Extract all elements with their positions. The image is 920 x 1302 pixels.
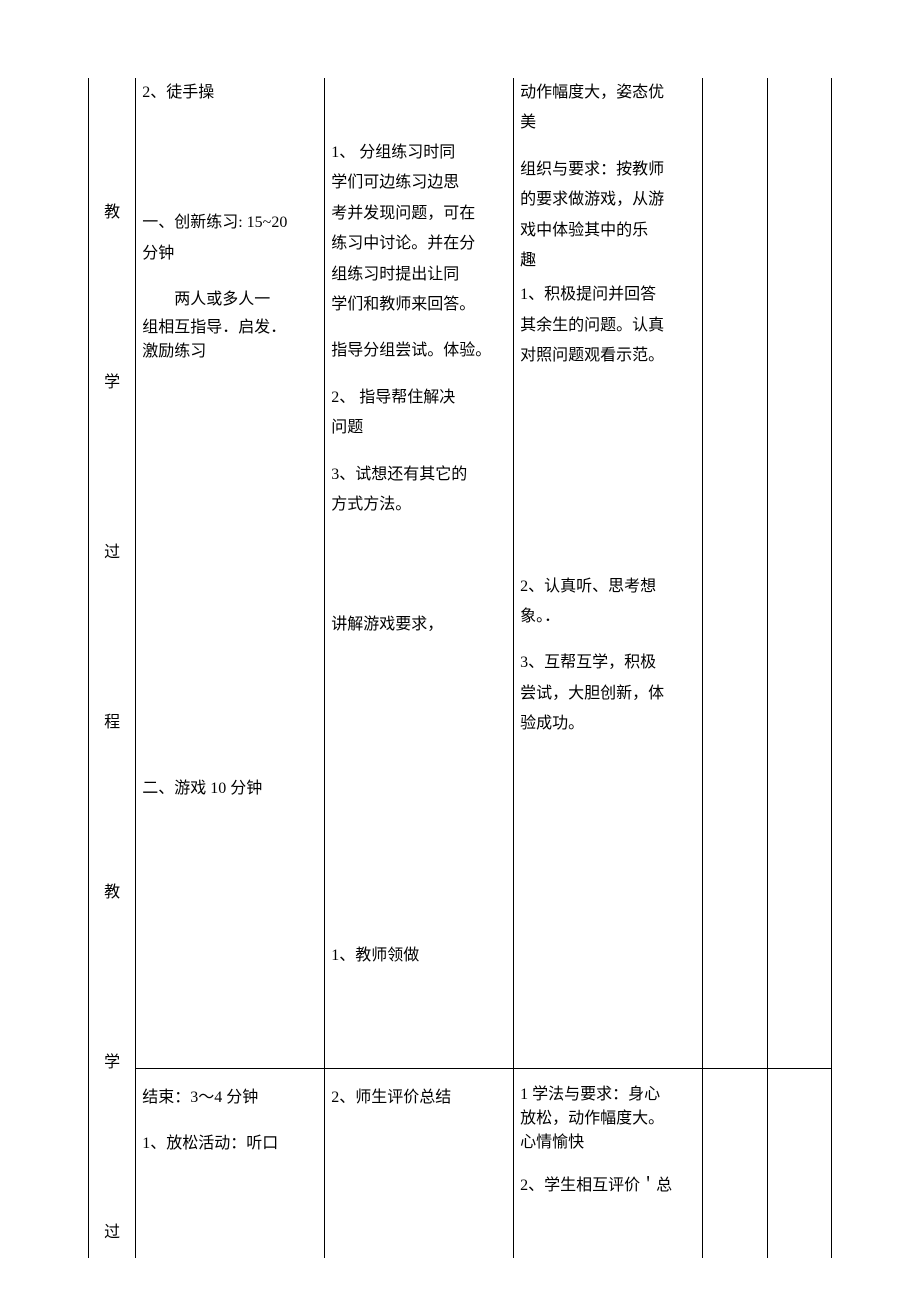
side-char: 学 bbox=[104, 1048, 120, 1078]
activity-text: 一、创新练习: 15~20 bbox=[142, 208, 318, 238]
teacher-cell: 1、 分组练习时同 学们可边练习边思 考并发现问题，可在 练习中讨论。并在分 组… bbox=[325, 78, 514, 1068]
activity-text: 两人或多人一 bbox=[142, 285, 318, 315]
teacher-text: 练习中讨论。并在分 bbox=[331, 229, 507, 259]
vertical-label: 教 学 过 程 教 学 过 bbox=[93, 78, 131, 1258]
teacher-text: 学们可边练习边思 bbox=[331, 168, 507, 198]
blank-cell bbox=[767, 1068, 831, 1258]
teacher-text: 学们和教师来回答。 bbox=[331, 290, 507, 320]
side-char: 程 bbox=[104, 708, 120, 738]
activity-text: 结束：3～4 分钟 bbox=[142, 1083, 318, 1113]
teacher-text: 问题 bbox=[331, 413, 507, 443]
teacher-text: 组练习时提出让同 bbox=[331, 260, 507, 290]
activity-text: 二、游戏 10 分钟 bbox=[142, 774, 318, 804]
teacher-text: 3、试想还有其它的 bbox=[331, 460, 507, 490]
student-text: 对照问题观看示范。 bbox=[520, 341, 696, 371]
teacher-text: 1、教师领做 bbox=[331, 941, 507, 971]
table-row: 结束：3～4 分钟 1、放松活动：听口 2、师生评价总结 1 学法与要求：身心 … bbox=[89, 1068, 832, 1258]
teacher-text: 考并发现问题，可在 bbox=[331, 199, 507, 229]
side-label-cell: 教 学 过 程 教 学 过 bbox=[89, 78, 136, 1258]
activity-text: 2、徒手操 bbox=[142, 78, 318, 108]
student-text: 动作幅度大，姿态优 bbox=[520, 78, 696, 108]
student-text: 2、认真听、思考想 bbox=[520, 572, 696, 602]
student-text: 组织与要求：按教师 bbox=[520, 155, 696, 185]
lesson-plan-table: 教 学 过 程 教 学 过 2、徒手操 一、创新练习: 15~20 分钟 两人或… bbox=[88, 78, 832, 1258]
activity-text: 组相互指导．启发． bbox=[142, 316, 318, 340]
teacher-text: 指导分组尝试。体验。 bbox=[331, 336, 507, 366]
activity-text: 1、放松活动：听口 bbox=[142, 1129, 318, 1159]
student-cell: 1 学法与要求：身心 放松，动作幅度大。 心情愉快 2、学生相互评价＇总 bbox=[514, 1068, 703, 1258]
activity-text: 分钟 bbox=[142, 239, 318, 269]
side-char: 过 bbox=[104, 1218, 120, 1248]
side-char: 教 bbox=[104, 198, 120, 228]
teacher-text: 1、 分组练习时同 bbox=[331, 138, 507, 168]
side-char: 教 bbox=[104, 878, 120, 908]
activity-cell: 2、徒手操 一、创新练习: 15~20 分钟 两人或多人一 组相互指导．启发． … bbox=[136, 78, 325, 1068]
teacher-text: 2、 指导帮住解决 bbox=[331, 383, 507, 413]
student-text: 的要求做游戏，从游 bbox=[520, 185, 696, 215]
student-cell: 动作幅度大，姿态优 美 组织与要求：按教师 的要求做游戏，从游 戏中体验其中的乐… bbox=[514, 78, 703, 1068]
student-text: 1 学法与要求：身心 bbox=[520, 1083, 696, 1107]
student-text: 验成功。 bbox=[520, 709, 696, 739]
blank-cell bbox=[703, 78, 767, 1068]
teacher-text: 讲解游戏要求， bbox=[331, 610, 507, 640]
student-text: 美 bbox=[520, 108, 696, 138]
student-text: 戏中体验其中的乐 bbox=[520, 216, 696, 246]
side-char: 学 bbox=[104, 368, 120, 398]
student-text: 2、学生相互评价＇总 bbox=[520, 1171, 696, 1201]
activity-text: 激励练习 bbox=[142, 340, 318, 364]
side-char: 过 bbox=[104, 538, 120, 568]
teacher-cell: 2、师生评价总结 bbox=[325, 1068, 514, 1258]
student-text: 1、积极提问并回答 bbox=[520, 280, 696, 310]
blank-cell bbox=[767, 78, 831, 1068]
table-row: 教 学 过 程 教 学 过 2、徒手操 一、创新练习: 15~20 分钟 两人或… bbox=[89, 78, 832, 1068]
blank-cell bbox=[703, 1068, 767, 1258]
student-text: 象。． bbox=[520, 602, 696, 632]
student-text: 放松，动作幅度大。 bbox=[520, 1107, 696, 1131]
student-text: 其余生的问题。认真 bbox=[520, 311, 696, 341]
teacher-text: 2、师生评价总结 bbox=[331, 1083, 507, 1113]
student-text: 心情愉快 bbox=[520, 1131, 696, 1155]
activity-cell: 结束：3～4 分钟 1、放松活动：听口 bbox=[136, 1068, 325, 1258]
student-text: 尝试，大胆创新，体 bbox=[520, 679, 696, 709]
student-text: 趣 bbox=[520, 246, 696, 276]
teacher-text: 方式方法。 bbox=[331, 490, 507, 520]
student-text: 3、互帮互学，积极 bbox=[520, 648, 696, 678]
document-page: 教 学 过 程 教 学 过 2、徒手操 一、创新练习: 15~20 分钟 两人或… bbox=[0, 0, 920, 1302]
